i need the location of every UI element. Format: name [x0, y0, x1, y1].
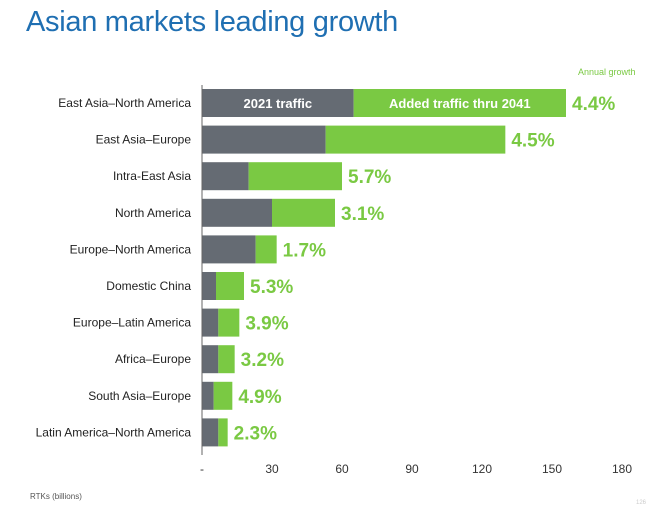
bar-2021-traffic: [202, 345, 219, 374]
annual-growth-label: 3.1%: [341, 204, 384, 225]
annual-growth-label: 5.7%: [348, 167, 391, 188]
x-tick-label: 180: [612, 462, 632, 476]
bar-added-traffic: [218, 418, 228, 447]
annual-growth-label: 4.9%: [238, 387, 281, 408]
growth-labels: 4.4% 4.5% 5.7% 3.1% 1.7% 5.3% 3.9% 3.2% 4.9% 2.3%: [234, 94, 616, 444]
bar-added-traffic: [216, 272, 244, 300]
bar-added-traffic: [325, 125, 506, 154]
bar-added-traffic: [272, 198, 335, 227]
bar-chart: East Asia–North America East Asia–Europe I…: [36, 85, 632, 476]
bar-label-2021-traffic: 2021 traffic: [244, 96, 313, 111]
bar-added-traffic: [218, 308, 240, 337]
bar-texts: 2021 traffic Added traffic thru 2041: [244, 96, 531, 111]
x-tick-label: 120: [472, 462, 492, 476]
annual-growth-header: Annual growth: [578, 67, 636, 77]
annual-growth-label: 4.5%: [511, 131, 554, 152]
category-label: South Asia–Europe: [88, 389, 191, 403]
category-label: North America: [115, 206, 191, 220]
x-tick-label: 90: [405, 462, 419, 476]
bar-2021-traffic: [202, 308, 219, 337]
x-axis-ticks: - 30 60 90 120 150 180: [200, 462, 632, 476]
category-label: Domestic China: [106, 279, 191, 293]
category-label: Latin America–North America: [36, 425, 192, 439]
bar-label-added-traffic: Added traffic thru 2041: [389, 96, 531, 111]
axis-unit-note: RTKs (billions): [30, 492, 82, 501]
bar-added-traffic: [248, 162, 342, 191]
annual-growth-label: 1.7%: [283, 240, 326, 261]
annual-growth-label: 5.3%: [250, 277, 293, 298]
bar-2021-traffic: [202, 272, 216, 300]
bar-added-traffic: [218, 345, 235, 374]
x-tick-label: 150: [542, 462, 562, 476]
bar-2021-traffic: [202, 418, 219, 447]
bar-2021-traffic: [202, 125, 326, 154]
bar-added-traffic: [255, 235, 277, 264]
bar-2021-traffic: [202, 198, 272, 227]
bar-2021-traffic: [202, 381, 214, 410]
category-labels: East Asia–North America East Asia–Europe I…: [36, 96, 192, 439]
bar-2021-traffic: [202, 89, 354, 117]
annual-growth-label: 3.2%: [241, 350, 284, 371]
bars: [202, 89, 566, 447]
x-tick-label: -: [200, 462, 204, 476]
x-tick-label: 30: [265, 462, 279, 476]
annual-growth-label: 4.4%: [572, 94, 615, 115]
annual-growth-label: 3.9%: [245, 314, 288, 335]
annual-growth-label: 2.3%: [234, 423, 277, 444]
bar-added-traffic: [213, 381, 233, 410]
page-title: Asian markets leading growth: [26, 6, 399, 38]
category-label: Africa–Europe: [115, 352, 191, 366]
category-label: Europe–Latin America: [73, 316, 191, 330]
bar-2021-traffic: [202, 235, 256, 264]
category-label: Europe–North America: [70, 242, 192, 256]
page-number: 126: [636, 500, 647, 506]
bar-added-traffic: [353, 89, 566, 117]
category-label: East Asia–Europe: [96, 133, 192, 147]
x-tick-label: 60: [335, 462, 349, 476]
bar-2021-traffic: [202, 162, 249, 191]
category-label: East Asia–North America: [58, 96, 191, 110]
category-label: Intra-East Asia: [113, 169, 191, 183]
